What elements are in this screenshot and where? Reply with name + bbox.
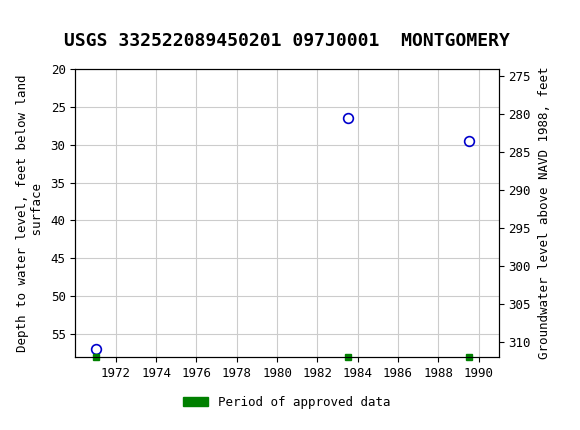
Y-axis label: Groundwater level above NAVD 1988, feet: Groundwater level above NAVD 1988, feet (538, 67, 551, 359)
Text: ▓USGS: ▓USGS (9, 11, 67, 34)
Legend: Period of approved data: Period of approved data (179, 391, 396, 414)
Text: USGS 332522089450201 097J0001  MONTGOMERY: USGS 332522089450201 097J0001 MONTGOMERY (64, 32, 510, 50)
Y-axis label: Depth to water level, feet below land
 surface: Depth to water level, feet below land su… (16, 74, 44, 352)
